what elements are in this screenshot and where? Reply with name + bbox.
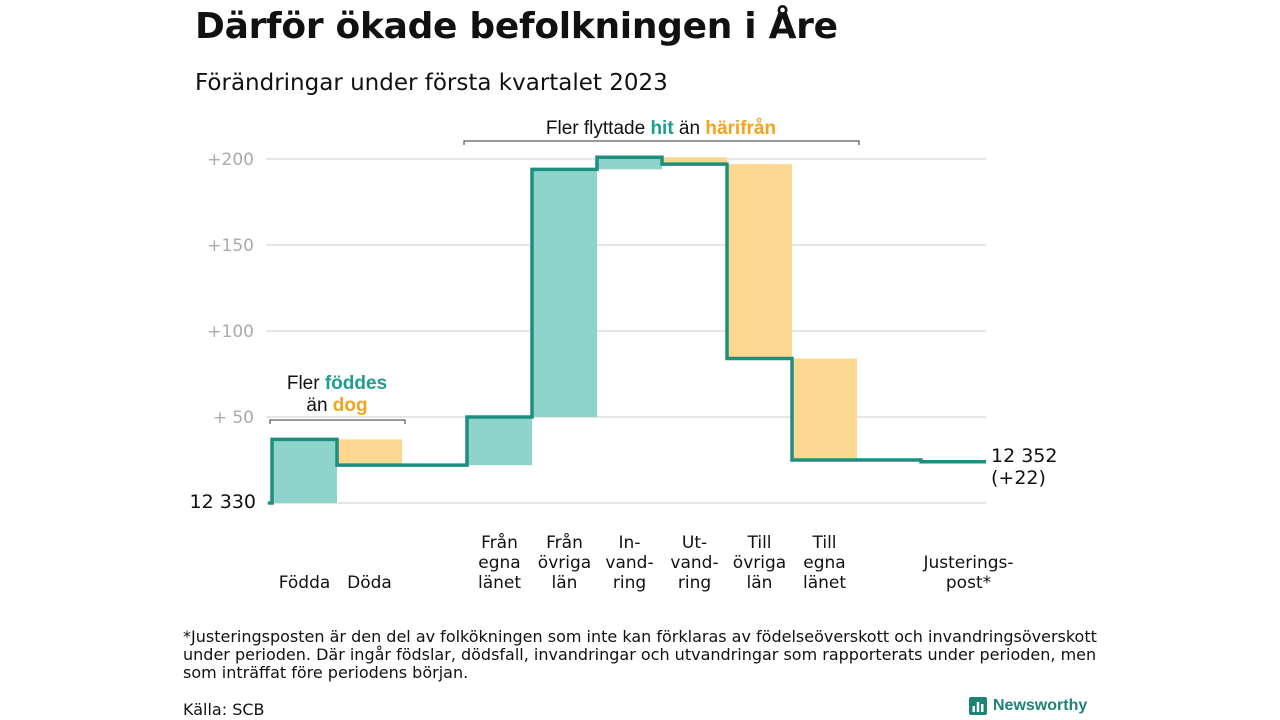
- category-label: Döda: [347, 573, 392, 593]
- category-label: Från övriga län: [538, 532, 591, 593]
- category-label: Till övriga län: [733, 533, 786, 593]
- annotation-text: Fler flyttade hit än härifrån: [546, 118, 776, 139]
- source: Källa: SCB: [183, 700, 265, 719]
- chart-subtitle: Förändringar under första kvartalet 2023: [195, 70, 668, 96]
- waterfall-bar: [272, 439, 337, 503]
- waterfall-bar: [337, 439, 402, 466]
- category-label: In-vand-ring: [605, 533, 653, 593]
- annotation-bracket: [463, 140, 860, 145]
- end-value-label: 12 352 (+22): [991, 445, 1057, 489]
- brand-name: Newsworthy: [993, 697, 1088, 714]
- annotation-text: än dog: [306, 395, 367, 416]
- waterfall-bar: [532, 169, 597, 417]
- y-tick-label: +200: [207, 150, 254, 170]
- category-label: Ut-vand-ring: [670, 533, 718, 593]
- waterfall-chart: + 50 +100 +150 +200 Födda Döda Från egna länet Fr…: [190, 118, 1058, 593]
- cumulative-step-line: [268, 155, 986, 505]
- annotation-text: Fler föddes: [287, 373, 387, 394]
- y-tick-label: +150: [207, 236, 254, 256]
- footnote: *Justeringsposten är den del av folkökni…: [183, 627, 1097, 682]
- waterfall-bar: [792, 358, 857, 460]
- waterfall-bar: [662, 157, 727, 165]
- bar-chart-icon: [969, 697, 987, 715]
- y-tick-label: + 50: [213, 408, 254, 428]
- start-value-label: 12 330: [190, 491, 256, 513]
- chart-title: Därför ökade befolkningen i Åre: [195, 6, 838, 47]
- waterfall-bar: [597, 157, 662, 170]
- category-label: Till egna länet: [803, 533, 846, 593]
- y-tick-label: +100: [207, 322, 254, 342]
- brand-logo: Newsworthy: [969, 697, 1087, 715]
- category-label: Från egna länet: [478, 532, 521, 593]
- category-label: Justerings-post*: [922, 553, 1013, 593]
- category-label: Födda: [279, 573, 331, 593]
- waterfall-bar: [727, 164, 792, 359]
- waterfall-bar: [467, 417, 532, 466]
- annotation-bracket: [269, 419, 406, 424]
